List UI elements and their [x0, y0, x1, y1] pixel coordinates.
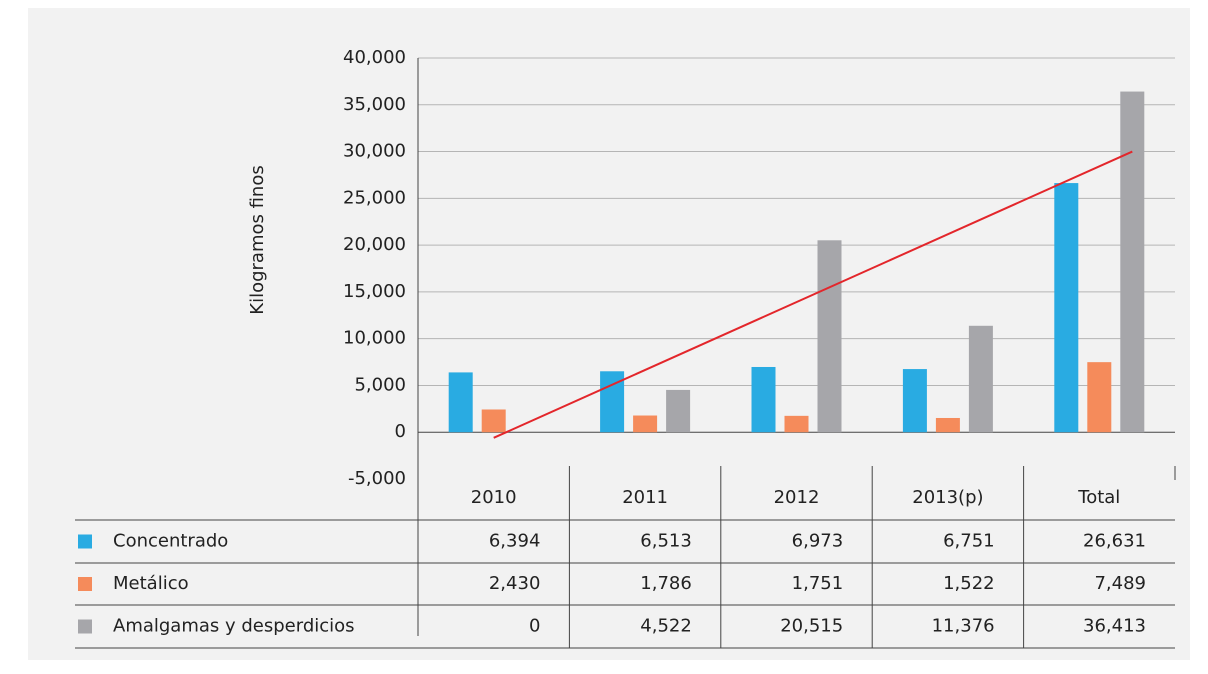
legend-label: Concentrado [113, 531, 228, 552]
bar [1120, 91, 1145, 433]
data-label: 6,394 [489, 531, 541, 552]
panel [28, 8, 1190, 660]
y-tick-label: 15,000 [343, 281, 406, 302]
bar [448, 372, 473, 433]
legend-swatch [78, 534, 92, 549]
bar [1054, 183, 1079, 433]
y-tick-label: -5,000 [348, 468, 406, 489]
x-tick-label: Total [1077, 487, 1120, 508]
data-label: 1,522 [943, 573, 995, 594]
legend-label: Amalgamas y desperdicios [113, 616, 355, 637]
y-axis-label: Kilogramos finos [247, 165, 268, 314]
y-tick-label: 0 [395, 421, 406, 442]
data-label: 2,430 [489, 573, 541, 594]
bar [666, 389, 691, 433]
legend-label: Metálico [113, 573, 189, 594]
x-tick-label: 2010 [471, 487, 517, 508]
data-label: 11,376 [932, 616, 995, 637]
x-tick-label: 2012 [774, 487, 820, 508]
x-tick-label: 2013(p) [912, 487, 983, 508]
bar [968, 325, 993, 433]
bar [902, 369, 927, 433]
y-tick-label: 10,000 [343, 328, 406, 349]
bar [1087, 362, 1112, 433]
y-tick-label: 20,000 [343, 234, 406, 255]
data-label: 36,413 [1083, 616, 1146, 637]
data-label: 6,751 [943, 531, 995, 552]
bar [751, 366, 776, 433]
bar [784, 415, 809, 433]
data-label: 1,751 [792, 573, 844, 594]
trendline [493, 150, 1133, 439]
x-tick-label: 2011 [622, 487, 668, 508]
bar [817, 240, 842, 433]
bar [935, 417, 960, 433]
y-tick-label: 30,000 [343, 141, 406, 162]
y-tick-label: 35,000 [343, 94, 406, 115]
legend-swatch [78, 577, 92, 591]
bar [481, 409, 506, 433]
data-label: 26,631 [1083, 531, 1146, 552]
bar [633, 415, 658, 433]
data-label: 6,973 [792, 531, 844, 552]
data-label: 7,489 [1094, 573, 1146, 594]
legend-swatch [78, 619, 92, 634]
data-label: 1,786 [640, 573, 692, 594]
data-label: 6,513 [640, 531, 692, 552]
data-label: 4,522 [640, 616, 692, 637]
y-tick-label: 40,000 [343, 47, 406, 68]
y-tick-label: 25,000 [343, 187, 406, 208]
y-tick-label: 5,000 [354, 374, 406, 395]
data-label: 20,515 [780, 616, 843, 637]
data-label: 0 [529, 616, 540, 637]
